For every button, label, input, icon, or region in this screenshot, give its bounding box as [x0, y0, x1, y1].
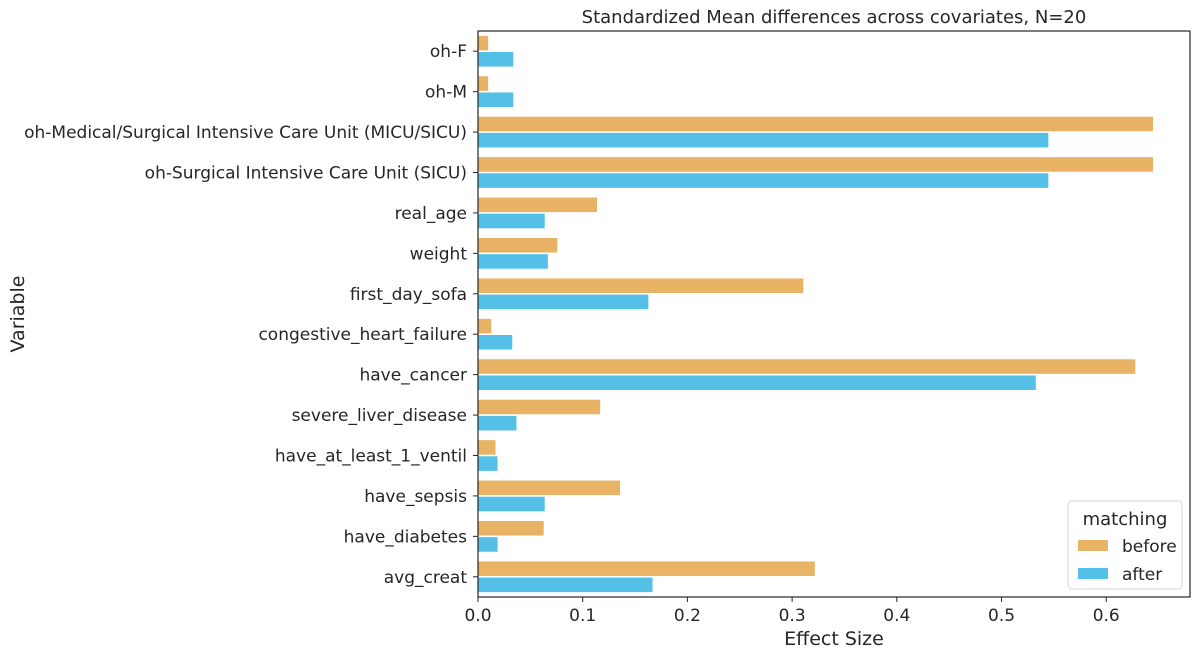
- y-axis-title: Variable: [7, 276, 29, 353]
- x-tick-label: 0.4: [883, 606, 910, 626]
- y-tick-label: real_age: [395, 204, 467, 224]
- bar-before: [477, 479, 621, 496]
- y-tick-label: have_diabetes: [344, 527, 468, 547]
- bar-before: [477, 35, 489, 52]
- bar-before: [477, 116, 1154, 132]
- x-tick-label: 0.2: [674, 606, 701, 626]
- legend-swatch-after: [1078, 568, 1108, 579]
- y-tick-label: oh-F: [430, 42, 467, 62]
- bar-after: [477, 293, 649, 310]
- x-tick-label: 0.1: [569, 606, 596, 626]
- y-tick-label: congestive_heart_failure: [258, 325, 467, 345]
- legend-box: [1067, 500, 1183, 590]
- legend-swatch-before: [1078, 540, 1108, 551]
- bar-before: [477, 156, 1154, 173]
- x-axis-title: Effect Size: [784, 628, 884, 650]
- bar-after: [477, 253, 549, 270]
- legend: matching before after: [1067, 500, 1183, 590]
- y-tick-label: oh-Surgical Intensive Care Unit (SICU): [145, 164, 467, 184]
- bar-after: [477, 334, 513, 351]
- bar-after: [477, 536, 499, 553]
- bar-before: [477, 318, 492, 335]
- bar-after: [477, 213, 546, 229]
- y-tick-labels: oh-F oh-M oh-Medical/Surgical Intensive Ca…: [24, 42, 478, 588]
- bar-after: [477, 91, 514, 108]
- x-tick-label: 0.0: [464, 606, 491, 626]
- x-tick-label: 0.3: [779, 606, 806, 626]
- bar-before: [477, 75, 489, 92]
- bar-before: [477, 358, 1136, 375]
- y-tick-label: oh-Medical/Surgical Intensive Care Unit …: [24, 123, 467, 143]
- x-tick-label: 0.5: [988, 606, 1015, 626]
- chart-title: Standardized Mean differences across cov…: [582, 7, 1087, 28]
- legend-title: matching: [1083, 509, 1168, 530]
- bars-layer: [477, 35, 1154, 593]
- bar-after: [477, 415, 518, 432]
- bar-before: [477, 237, 558, 254]
- bar-after: [477, 374, 1037, 391]
- bar-before: [477, 399, 601, 415]
- bar-before: [477, 439, 497, 456]
- y-tick-label: weight: [410, 244, 468, 264]
- y-tick-label: severe_liver_disease: [292, 406, 467, 426]
- bar-before: [477, 560, 816, 577]
- bar-after: [477, 455, 499, 472]
- bar-after: [477, 172, 1049, 189]
- y-tick-label: have_sepsis: [364, 487, 467, 507]
- y-tick-label: avg_creat: [384, 568, 468, 588]
- bar-before: [477, 277, 804, 294]
- bar-before: [477, 196, 598, 213]
- x-tick-label: 0.6: [1093, 606, 1120, 626]
- legend-label-before: before: [1122, 537, 1177, 557]
- y-tick-label: first_day_sofa: [350, 285, 467, 305]
- bar-after: [477, 576, 654, 593]
- bar-before: [477, 520, 545, 537]
- plot-frame: [477, 30, 1191, 598]
- bar-after: [477, 51, 514, 68]
- y-tick-label: have_cancer: [359, 366, 467, 386]
- bar-after: [477, 496, 546, 512]
- legend-label-after: after: [1122, 565, 1162, 585]
- x-axis-ticks: 0.0 0.1 0.2 0.3 0.4 0.5 0.6: [464, 597, 1120, 626]
- y-tick-label: have_at_least_1_ventil: [275, 447, 467, 467]
- y-tick-label: oh-M: [425, 83, 467, 103]
- bar-after: [477, 132, 1049, 149]
